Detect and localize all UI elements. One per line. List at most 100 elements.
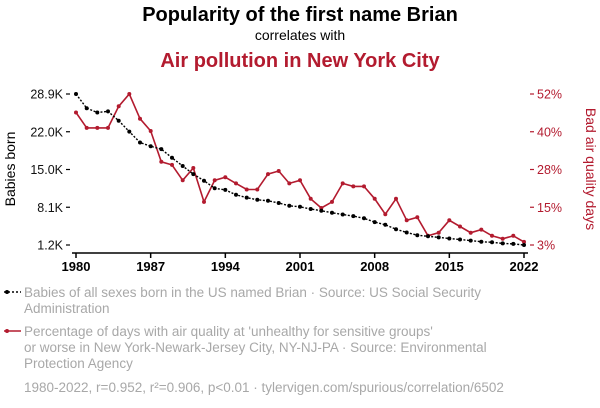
air-pollution-data-point — [223, 175, 228, 180]
air-pollution-data-point — [106, 125, 110, 130]
air-pollution-data-point — [298, 178, 302, 183]
chart-subtitle: correlates with — [255, 27, 345, 43]
footer-stats: 1980-2022, r=0.952, r²=0.906, p<0.01 · t… — [24, 380, 504, 395]
air-pollution-data-point — [234, 181, 238, 186]
y-tick-label-left: 28.9K — [30, 88, 63, 102]
y-tick-label-left: 8.1K — [37, 201, 63, 215]
air-pollution-data-point — [159, 159, 164, 164]
air-pollution-data-point — [490, 233, 494, 238]
brian-data-point — [468, 238, 473, 243]
brian-data-point — [319, 208, 324, 213]
brian-data-point — [383, 222, 388, 227]
x-tick-label: 1987 — [136, 259, 165, 274]
y-tick-label-right: 28% — [537, 163, 562, 177]
air-pollution-data-point — [127, 92, 132, 96]
air-pollution-data-point — [84, 125, 89, 130]
legend-marker-dot-air — [5, 329, 9, 333]
air-pollution-data-point — [404, 218, 409, 223]
brian-data-point — [372, 220, 377, 225]
air-pollution-data-point — [436, 230, 441, 235]
brian-data-point — [276, 201, 281, 205]
air-pollution-data-point — [362, 184, 366, 189]
brian-data-point — [298, 204, 302, 209]
air-pollution-data-point — [180, 178, 185, 183]
x-tick-label: 2015 — [435, 259, 464, 274]
air-pollution-data-point — [522, 239, 526, 244]
legend-entry-air-line-1: Percentage of days with air quality at '… — [24, 324, 433, 339]
brian-data-point — [116, 118, 121, 123]
brian-data-point — [95, 110, 100, 115]
brian-series — [74, 92, 526, 247]
air-pollution-data-point — [511, 233, 516, 238]
brian-data-point — [490, 240, 494, 245]
brian-data-point — [308, 207, 313, 211]
brian-data-point — [511, 241, 516, 246]
air-pollution-data-point — [116, 104, 121, 109]
brian-data-point — [180, 164, 185, 168]
brian-data-point — [191, 172, 196, 177]
brian-data-point — [266, 198, 270, 203]
legend-entry-brian-line-2: Administration — [24, 301, 110, 316]
air-pollution-data-point — [500, 236, 505, 241]
brian-data-point — [500, 241, 505, 246]
brian-series-line — [75, 93, 525, 246]
legend-entry-brian: Babies of all sexes born in the US named… — [24, 285, 485, 316]
air-pollution-data-point — [458, 224, 462, 229]
brian-data-point — [458, 237, 462, 242]
y-tick-label-left: 15.0K — [30, 163, 63, 177]
air-pollution-data-point — [308, 196, 313, 201]
air-pollution-data-point — [266, 172, 270, 177]
brian-data-point — [202, 178, 206, 183]
air-pollution-data-point — [255, 187, 260, 192]
brian-data-point — [404, 230, 409, 235]
brian-data-point — [244, 195, 249, 200]
air-pollution-data-point — [202, 199, 206, 204]
y-axis-label-right: Bad air quality days — [583, 108, 599, 230]
legend-marker-dot-brian — [5, 290, 9, 294]
air-pollution-data-point — [276, 169, 281, 173]
brian-data-point — [74, 92, 78, 96]
air-pollution-data-point — [244, 187, 249, 192]
brian-data-point — [287, 203, 292, 208]
air-pollution-data-point — [330, 199, 334, 204]
brian-data-point — [447, 236, 452, 241]
legend-entry-air: Percentage of days with air quality at '… — [24, 324, 490, 371]
air-pollution-data-point — [287, 181, 292, 186]
air-pollution-data-point — [468, 230, 473, 235]
brian-data-point — [148, 144, 153, 149]
x-tick-label: 2001 — [286, 259, 315, 274]
brian-data-point — [362, 216, 366, 221]
air-pollution-data-point — [394, 196, 398, 201]
brian-data-point — [223, 187, 228, 192]
brian-data-point — [127, 129, 132, 134]
legend-entry-air-line-2: or worse in New York-Newark-Jersey City,… — [24, 340, 487, 355]
brian-data-point — [436, 235, 441, 240]
x-tick-label: 1980 — [62, 259, 91, 274]
air-pollution-data-point — [191, 166, 196, 170]
legend-entry-air-line-3: Protection Agency — [24, 356, 133, 371]
y-axis-label-left: Babies born — [2, 132, 18, 207]
brian-data-point — [106, 109, 110, 114]
brian-data-point — [138, 140, 142, 145]
axes: 1980 1987 1994 2001 2008 2015 2022 1.2K 8.1K 15.0… — [30, 88, 562, 275]
air-pollution-data-point — [148, 129, 153, 133]
air-pollution-data-point — [340, 181, 345, 186]
brian-data-point — [479, 239, 484, 244]
chart-title-2: Air pollution in New York City — [160, 50, 440, 72]
y-tick-label-right: 3% — [537, 239, 555, 253]
brian-data-point — [170, 155, 174, 160]
brian-data-point — [234, 192, 238, 197]
brian-data-point — [340, 212, 345, 217]
air-pollution-data-point — [95, 125, 100, 130]
brian-data-point — [159, 147, 164, 152]
air-pollution-data-point — [372, 196, 377, 201]
air-pollution-series-line — [75, 92, 525, 243]
x-tick-label: 2008 — [360, 259, 389, 274]
air-pollution-data-point — [138, 116, 142, 121]
legend: Babies of all sexes born in the US named… — [4, 285, 490, 371]
brian-data-point — [394, 227, 398, 232]
y-tick-label-right: 15% — [537, 201, 562, 215]
air-pollution-data-point — [212, 178, 217, 183]
air-pollution-data-point — [447, 218, 452, 223]
